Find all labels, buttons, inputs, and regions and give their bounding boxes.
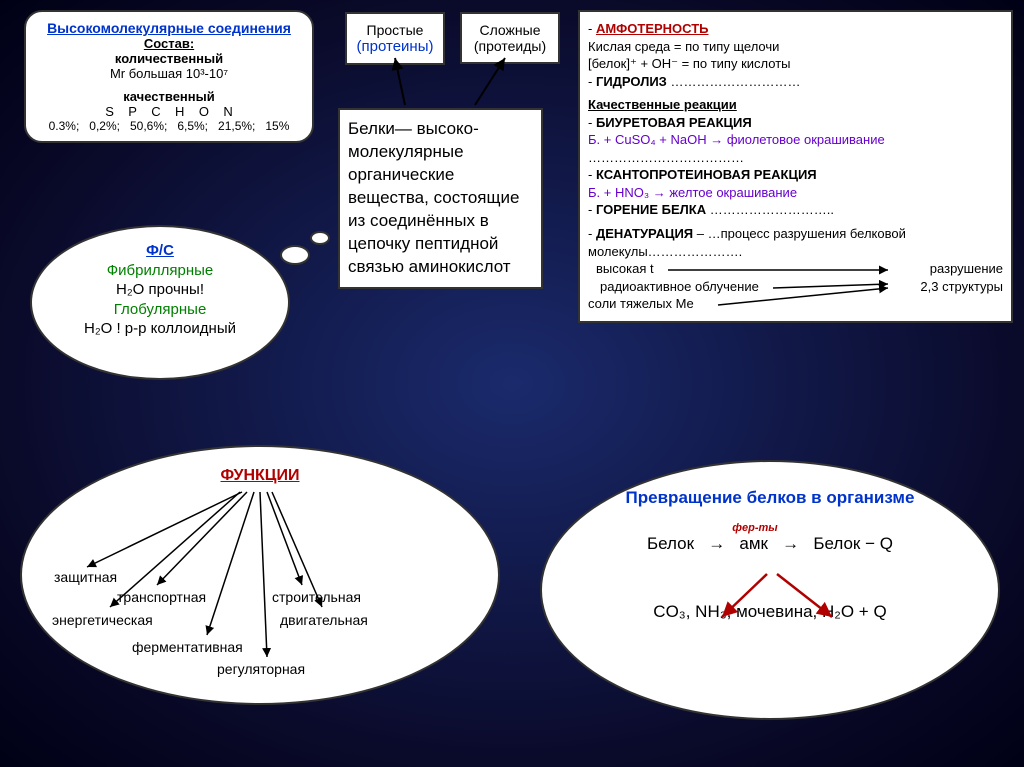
comp-mr: Mr большая 10³-10⁷ [34, 66, 304, 81]
trans-title: Превращение белков в организме [576, 488, 964, 508]
simple-l1: Простые [355, 22, 435, 38]
func-f6: ферментативная [132, 639, 243, 655]
xanth-eq: Б. + HNO₃ → желтое окрашивание [588, 184, 1003, 202]
amph-l1: Кислая среда = по типу щелочи [588, 38, 1003, 56]
comp-elements: S P C H O N [34, 104, 304, 119]
composition-box: Высокомолекулярные соединения Состав: ко… [24, 10, 314, 143]
xanth-line: - КСАНТОПРОТЕИНОВАЯ РЕАКЦИЯ [588, 166, 1003, 184]
func-f7: регуляторная [217, 661, 305, 677]
biuret-dots: ……………………………… [588, 149, 1003, 167]
hydr-title: ГИДРОЛИЗ [596, 74, 667, 89]
func-title: ФУНКЦИИ [56, 467, 464, 485]
burn-dots: ……………………….. [710, 202, 834, 217]
reactions-box: - АМФОТЕРНОСТЬ Кислая среда = по типу ще… [578, 10, 1013, 323]
amph-l2: [белок]⁺ + ОН⁻ = по типу кислоты [588, 55, 1003, 73]
denat-c1b: радиоактивное облучение [588, 278, 816, 296]
amph-title: АМФОТЕРНОСТЬ [596, 21, 709, 36]
trans-line2: CO₃, NH₃, мочевина, H₂O + Q [576, 602, 964, 622]
fc-title: Ф/С [56, 241, 264, 261]
comp-title: Высокомолекулярные соединения [34, 20, 304, 36]
complex-l2: (протеиды) [470, 38, 550, 54]
comp-sostav: Состав: [34, 36, 304, 51]
fc-l4: H₂O ! р-р коллоидный [56, 319, 264, 339]
burn-line: - ГОРЕНИЕ БЕЛКА ……………………….. [588, 201, 1003, 219]
comp-quant: количественный [34, 51, 304, 66]
biuret-title: БИУРЕТОВАЯ РЕАКЦИЯ [596, 115, 752, 130]
qual-title: Качественные реакции [588, 96, 1003, 114]
comp-percents: 0.3%; 0,2%; 50,6%; 6,5%; 21,5%; 15% [34, 119, 304, 133]
biuret-eq: Б. + CuSO₄ + NaOH → фиолетовое окрашиван… [588, 131, 1003, 149]
denat-c1c: соли тяжелых Ме [588, 295, 816, 313]
hydr-dots: ………………………… [670, 74, 800, 89]
definition-text: Белки— высоко-молекулярные органические … [348, 118, 533, 279]
complex-box: Сложные (протеиды) [460, 12, 560, 64]
fc-l1: Фибриллярные [56, 261, 264, 281]
simple-l2: (протеины) [355, 38, 435, 55]
denat-line: - ДЕНАТУРАЦИЯ – …процесс разрушения белк… [588, 225, 1003, 260]
denat-c2a: разрушение [816, 260, 1003, 278]
functions-oval: ФУНКЦИИ защитная транспортная строительн… [20, 445, 500, 705]
biuret-line: - БИУРЕТОВАЯ РЕАКЦИЯ [588, 114, 1003, 132]
denat-c2b: 2,3 структуры [816, 278, 1003, 296]
transform-oval: Превращение белков в организме фер-ты Бе… [540, 460, 1000, 720]
definition-box: Белки— высоко-молекулярные органические … [338, 108, 543, 289]
fc-l3: Глобулярные [56, 300, 264, 320]
fc-l2: H₂O прочны! [56, 280, 264, 300]
comp-qual: качественный [34, 89, 304, 104]
fc-cloud: Ф/С Фибриллярные H₂O прочны! Глобулярные… [30, 225, 290, 380]
trans-enz: фер-ты [546, 522, 964, 534]
denat-c1a: высокая t [588, 260, 816, 278]
func-f5: двигательная [280, 612, 368, 628]
denat-title: ДЕНАТУРАЦИЯ [596, 226, 693, 241]
simple-box: Простые (протеины) [345, 12, 445, 65]
xanth-title: КСАНТОПРОТЕИНОВАЯ РЕАКЦИЯ [596, 167, 817, 182]
hydr-line: - ГИДРОЛИЗ ………………………… [588, 73, 1003, 91]
burn-title: ГОРЕНИЕ БЕЛКА [596, 202, 706, 217]
func-f3: строительная [272, 589, 361, 605]
amph-line: - АМФОТЕРНОСТЬ [588, 20, 1003, 38]
func-f4: энергетическая [52, 612, 153, 628]
func-f2: транспортная [117, 589, 206, 605]
func-f1: защитная [54, 569, 117, 585]
trans-line1: Белок → амк → Белок − Q [576, 534, 964, 554]
complex-l1: Сложные [470, 22, 550, 38]
